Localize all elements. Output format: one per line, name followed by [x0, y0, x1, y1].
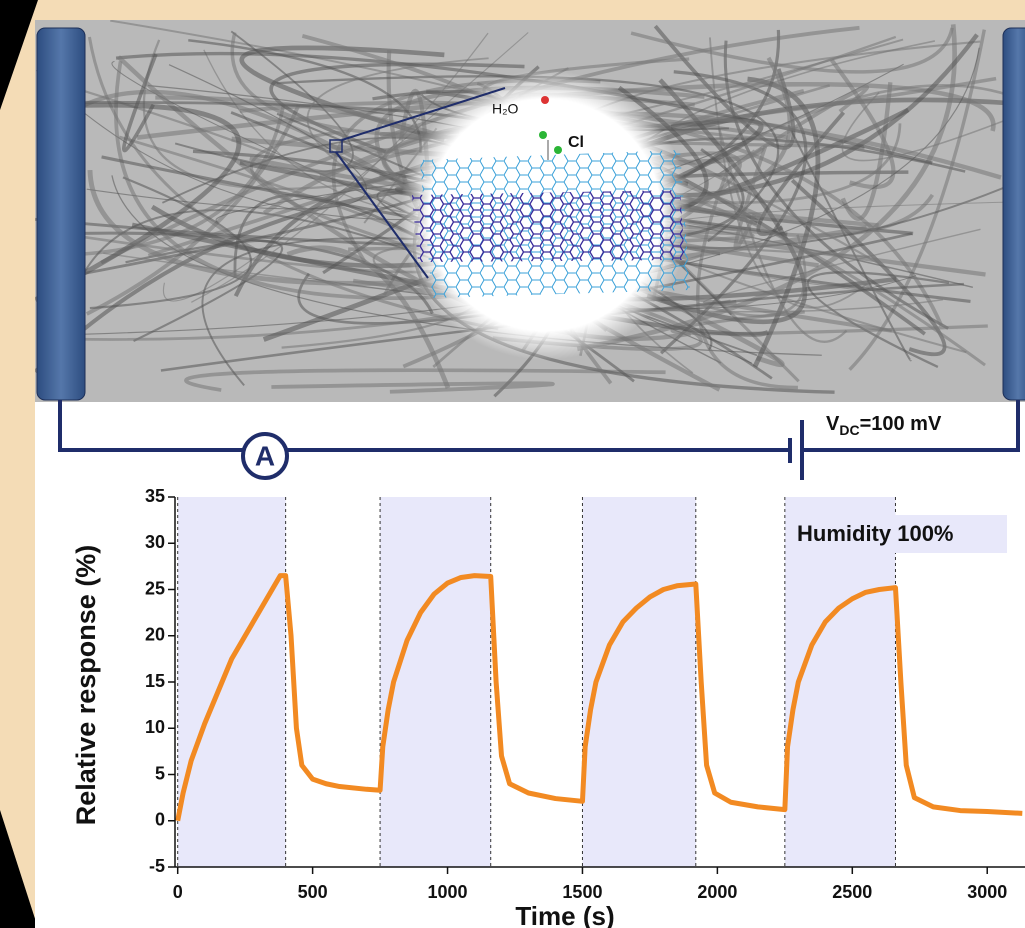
annotation-box [787, 515, 1007, 553]
humidity-interval [380, 497, 491, 867]
y-tick-label: 5 [155, 763, 165, 783]
fiber [286, 245, 451, 389]
callout-line [341, 87, 506, 141]
fiber [271, 381, 555, 394]
electrode [1002, 27, 1025, 401]
humidity-interval [582, 497, 696, 867]
x-tick-label: 1000 [428, 882, 468, 902]
humidity-interval [784, 497, 896, 867]
x-tick-label: 2500 [832, 882, 872, 902]
fiber [184, 368, 666, 392]
y-tick-label: 10 [145, 717, 165, 737]
voltage-label: VDC=100 mV [826, 413, 942, 437]
chart: -5 0 5 10 15 20 25 30 35 0 500 1000 1500 2000 2500 3000… [71, 486, 1025, 928]
voltage-symbol: V [826, 413, 840, 435]
x-tick-label: 500 [298, 882, 328, 902]
atom [539, 131, 547, 139]
nanotube-inner [412, 190, 685, 262]
response-line [175, 573, 1023, 822]
y-tick-label: 30 [145, 532, 165, 552]
fiber [86, 64, 367, 210]
y-tick-label: 20 [145, 625, 165, 645]
fiber [191, 32, 489, 303]
fiber [125, 239, 284, 342]
fiber [670, 310, 988, 336]
voltage-text: =100 mV [860, 413, 942, 435]
x-tick-label: 0 [173, 882, 183, 902]
fiber [840, 82, 893, 221]
x-tick-label: 2000 [697, 882, 737, 902]
annotation: Humidity 100% [797, 521, 954, 546]
corner-decoration [0, 810, 38, 928]
fiber [122, 53, 158, 153]
ammeter [241, 432, 289, 480]
y-tick-label: 35 [145, 486, 165, 506]
y-axis-label: Relative response (%) [71, 545, 101, 826]
fiber [230, 31, 997, 139]
circuit-panel [35, 402, 1025, 482]
wire [802, 400, 1020, 452]
fiber [630, 27, 954, 74]
humidity-interval [177, 497, 286, 867]
y-tick-label: -5 [149, 856, 165, 876]
y-tick-label: 15 [145, 671, 165, 691]
chlorine-label: Cl [568, 134, 584, 151]
callout-line [335, 151, 429, 279]
fiber [188, 39, 422, 153]
corner-decoration [0, 0, 38, 110]
fiber [35, 102, 242, 302]
electrode [36, 27, 86, 401]
ammeter-label: A [255, 440, 275, 471]
atom [541, 96, 549, 104]
x-tick-label: 3000 [967, 882, 1007, 902]
x-axis-label: Time (s) [515, 901, 614, 928]
atom [554, 146, 562, 154]
fiber [841, 91, 1017, 162]
wire [58, 400, 243, 452]
fiber [829, 58, 896, 189]
y-tick-label: 25 [145, 578, 165, 598]
fiber [576, 24, 957, 352]
voltage-subscript: DC [839, 422, 859, 438]
fiber [848, 29, 986, 371]
x-tick-label: 1500 [562, 882, 602, 902]
fiber [162, 32, 529, 302]
water-label: H₂O [492, 101, 519, 117]
y-tick-label: 0 [155, 810, 165, 830]
